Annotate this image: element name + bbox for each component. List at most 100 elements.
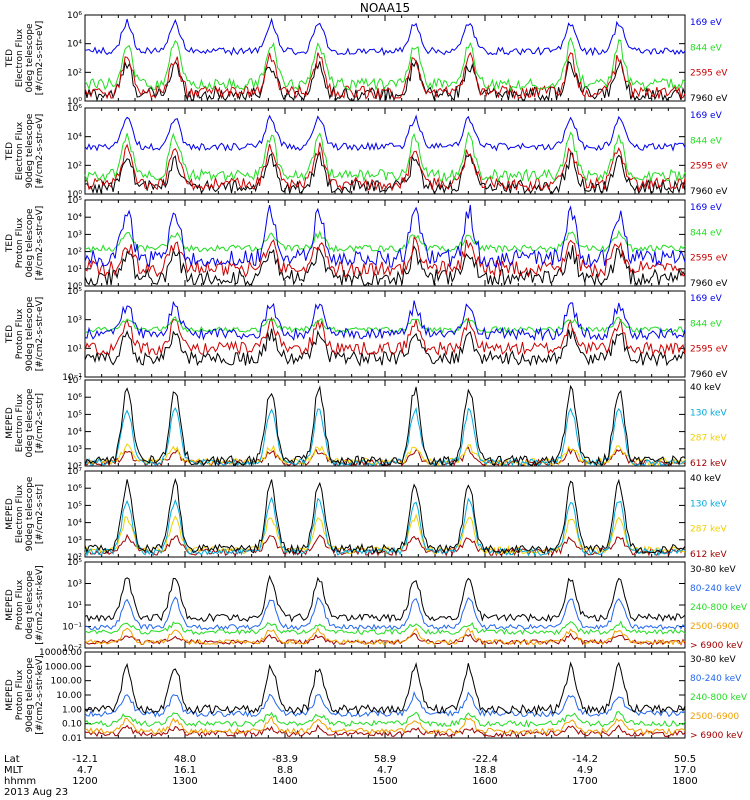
y-tick-label: 10⁴ — [67, 133, 82, 143]
y-tick-label: 10000.00 — [39, 648, 82, 658]
series-line-80-240-kev — [84, 596, 686, 631]
series-line-130-kev — [84, 496, 686, 557]
legend-entry: 30-80 keV — [690, 565, 736, 575]
y-axis-label-line: TED — [5, 49, 15, 68]
legend-entry: 844 eV — [690, 228, 723, 238]
series-line-40-kev — [84, 477, 686, 555]
y-tick-label: 10¹ — [67, 601, 82, 611]
footer-value-mlt: 4.9 — [577, 765, 593, 776]
y-tick-label: 100.00 — [51, 677, 83, 687]
y-axis-label-line: [#/cm2-s-str-keV] — [35, 565, 45, 644]
series-line-240-800-kev — [84, 711, 686, 728]
y-tick-label: 10¹ — [67, 344, 82, 354]
legend-entry: 287 keV — [690, 434, 727, 444]
series-line-844-ev — [84, 131, 686, 183]
y-tick-label: 10² — [67, 248, 82, 258]
y-axis-label-line: Proton Flux — [15, 669, 25, 720]
series-line-2595-ev — [84, 142, 686, 192]
y-axis-label-line: 90deg telescope — [25, 113, 35, 188]
series-line-2500-6900 — [84, 626, 686, 646]
footer-value-hhmm: 1600 — [472, 776, 497, 787]
y-tick-label: 10⁻¹ — [62, 623, 82, 633]
footer-value-mlt: 16.1 — [174, 765, 196, 776]
y-tick-label: 10¹ — [67, 265, 82, 275]
y-tick-label: 10⁵ — [67, 196, 82, 206]
y-tick-label: 10⁶ — [67, 11, 82, 21]
y-tick-label: 10⁶ — [67, 104, 82, 114]
series-line-130-kev — [84, 406, 686, 467]
panel-frame — [84, 561, 686, 649]
y-tick-label: 10⁵ — [67, 558, 82, 568]
footer-row-label-hhmm: hhmm — [4, 776, 36, 787]
footer-value-lat: -14.2 — [572, 754, 598, 765]
panel-3: 10⁰ 10¹ 10² 10³ 10⁴ 10⁵ TED Proton Flux 0deg tel… — [5, 196, 728, 292]
legend-entry: 130 keV — [690, 499, 727, 509]
series-line-30-80-kev — [84, 574, 686, 623]
y-tick-label: 10³ — [67, 445, 82, 455]
y-axis-label-line: 90deg telescope — [25, 296, 35, 371]
panel-2: 10⁰ 10² 10⁴ 10⁶ TED Electron Flux 90deg telesc… — [5, 104, 728, 200]
y-tick-label: 10² — [67, 161, 82, 171]
y-axis-label-line: 0deg telescope — [25, 388, 35, 458]
series-line-169-ev — [84, 114, 686, 152]
y-tick-label: 0.01 — [62, 734, 82, 744]
legend-entry: 7960 eV — [690, 279, 728, 289]
y-tick-label: 10⁰ — [67, 190, 82, 200]
y-tick-label: 10⁵ — [67, 287, 82, 297]
y-tick-label: 10.00 — [56, 691, 82, 701]
y-tick-label: 1.00 — [62, 705, 82, 715]
series-line-30-80-kev — [84, 661, 686, 716]
y-axis-label-line: [#/cm2-s-str-eV] — [35, 206, 45, 281]
legend-entry: 40 keV — [690, 474, 722, 484]
footer-value-mlt: 8.8 — [277, 765, 293, 776]
legend-entry: 2595 eV — [690, 69, 728, 79]
legend-entry: 2595 eV — [690, 345, 728, 355]
y-tick-label: 10⁻² — [62, 644, 82, 654]
y-axis-label-line: Proton Flux — [15, 217, 25, 268]
footer-value-mlt: 4.7 — [77, 765, 93, 776]
panel-5: 10² 10³ 10⁴ 10⁵ 10⁶ 10⁷ MEPED Electron Flux 0deg… — [5, 376, 727, 472]
series-line-7960-ev — [84, 245, 686, 287]
legend-entry: 169 eV — [690, 294, 723, 304]
panel-4: 10⁻¹ 10¹ 10³ 10⁵ TED Proton Flux 90deg telesco… — [5, 287, 728, 383]
series-line-844-ev — [84, 316, 686, 334]
legend-entry: 844 eV — [690, 319, 723, 329]
legend-entry: 2500-6900 — [690, 712, 739, 722]
footer-value-lat: 58.9 — [374, 754, 396, 765]
footer-axis-labels: Lat MLT hhmm 2013 Aug 23 -12.14.7120048.… — [4, 754, 698, 798]
series-line-287-kev — [84, 513, 686, 556]
series-line-2595-ev — [84, 236, 686, 278]
y-tick-label: 10⁴ — [67, 213, 82, 223]
panel-6: 10² 10³ 10⁴ 10⁵ 10⁶ 10⁷ MEPED Electron Flux 90de… — [5, 467, 727, 563]
y-axis-label-line: 0deg telescope — [25, 570, 35, 640]
y-axis-label-line: [#/cm2-s-str-eV] — [35, 114, 45, 189]
legend-entry: 240-800 keV — [690, 603, 748, 613]
footer-value-hhmm: 1800 — [672, 776, 697, 787]
series-line-844-ev — [84, 229, 686, 254]
y-tick-label: 10² — [67, 553, 82, 563]
series-line-2595-ev — [84, 51, 686, 100]
y-tick-label: 10³ — [67, 536, 82, 546]
y-tick-label: 10⁰ — [67, 282, 82, 292]
panel-frame — [84, 470, 686, 558]
series-line-169-ev — [84, 204, 686, 268]
legend-entry: > 6900 keV — [690, 731, 744, 741]
legend-entry: 169 eV — [690, 203, 723, 213]
legend-entry: 612 keV — [690, 550, 727, 560]
series-line-40-kev — [84, 384, 686, 467]
y-axis-label-line: 0deg telescope — [25, 23, 35, 93]
legend-entry: 80-240 keV — [690, 584, 742, 594]
legend-entry: 2595 eV — [690, 162, 728, 172]
y-axis-label-line: Electron Flux — [15, 393, 25, 452]
y-tick-label: 10⁷ — [67, 376, 82, 386]
footer-value-hhmm: 1300 — [172, 776, 197, 787]
series-line-240-800-kev — [84, 620, 686, 636]
y-tick-label: 0.10 — [62, 720, 82, 730]
y-axis-label-line: [#/cm2-s-str-eV] — [35, 297, 45, 372]
y-axis-label-line: TED — [5, 234, 15, 253]
y-tick-label: 10⁶ — [67, 484, 82, 494]
y-tick-label: 10³ — [67, 580, 82, 590]
panel-frame — [84, 107, 686, 195]
y-tick-label: 10² — [67, 462, 82, 472]
series-line-612-kev — [84, 533, 686, 557]
